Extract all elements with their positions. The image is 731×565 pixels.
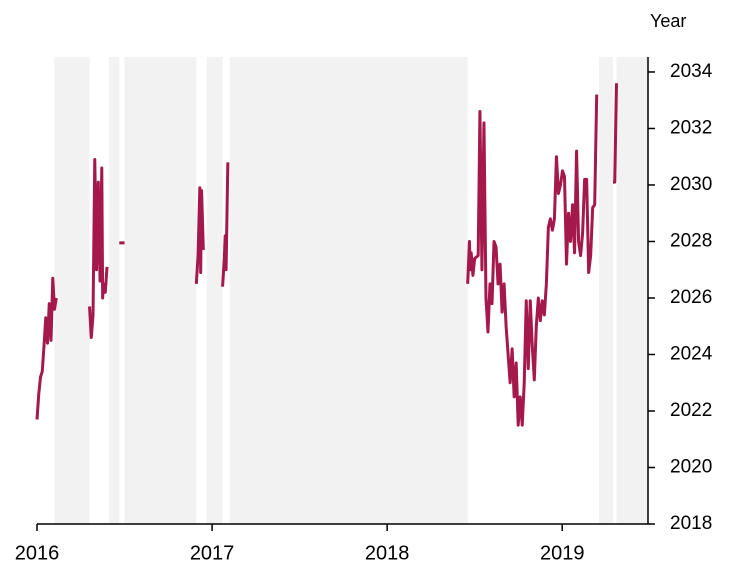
shaded-region — [598, 57, 613, 524]
shaded-region — [616, 57, 648, 524]
y-tick-label: 2024 — [670, 344, 713, 365]
y-tick-label: 2034 — [670, 61, 713, 82]
x-tick-label: 2019 — [540, 542, 585, 564]
y-tick-label: 2020 — [670, 457, 712, 478]
x-tick-label: 2018 — [365, 542, 410, 564]
x-tick-label: 2017 — [190, 542, 235, 564]
shaded-region — [206, 57, 223, 524]
y-axis-label: Year — [650, 11, 686, 31]
x-tick-label: 2016 — [15, 542, 60, 564]
shaded-region — [54, 57, 90, 524]
y-tick-label: 2032 — [670, 117, 712, 138]
y-tick-label: 2018 — [670, 513, 712, 534]
y-tick-label: 2026 — [670, 287, 712, 308]
shaded-region — [108, 57, 120, 524]
shaded-region — [124, 57, 197, 524]
y-tick-label: 2030 — [670, 174, 712, 195]
y-tick-label: 2028 — [670, 230, 712, 251]
y-tick-label: 2022 — [670, 400, 712, 421]
data-line — [35, 83, 618, 427]
shaded-region — [229, 57, 468, 524]
